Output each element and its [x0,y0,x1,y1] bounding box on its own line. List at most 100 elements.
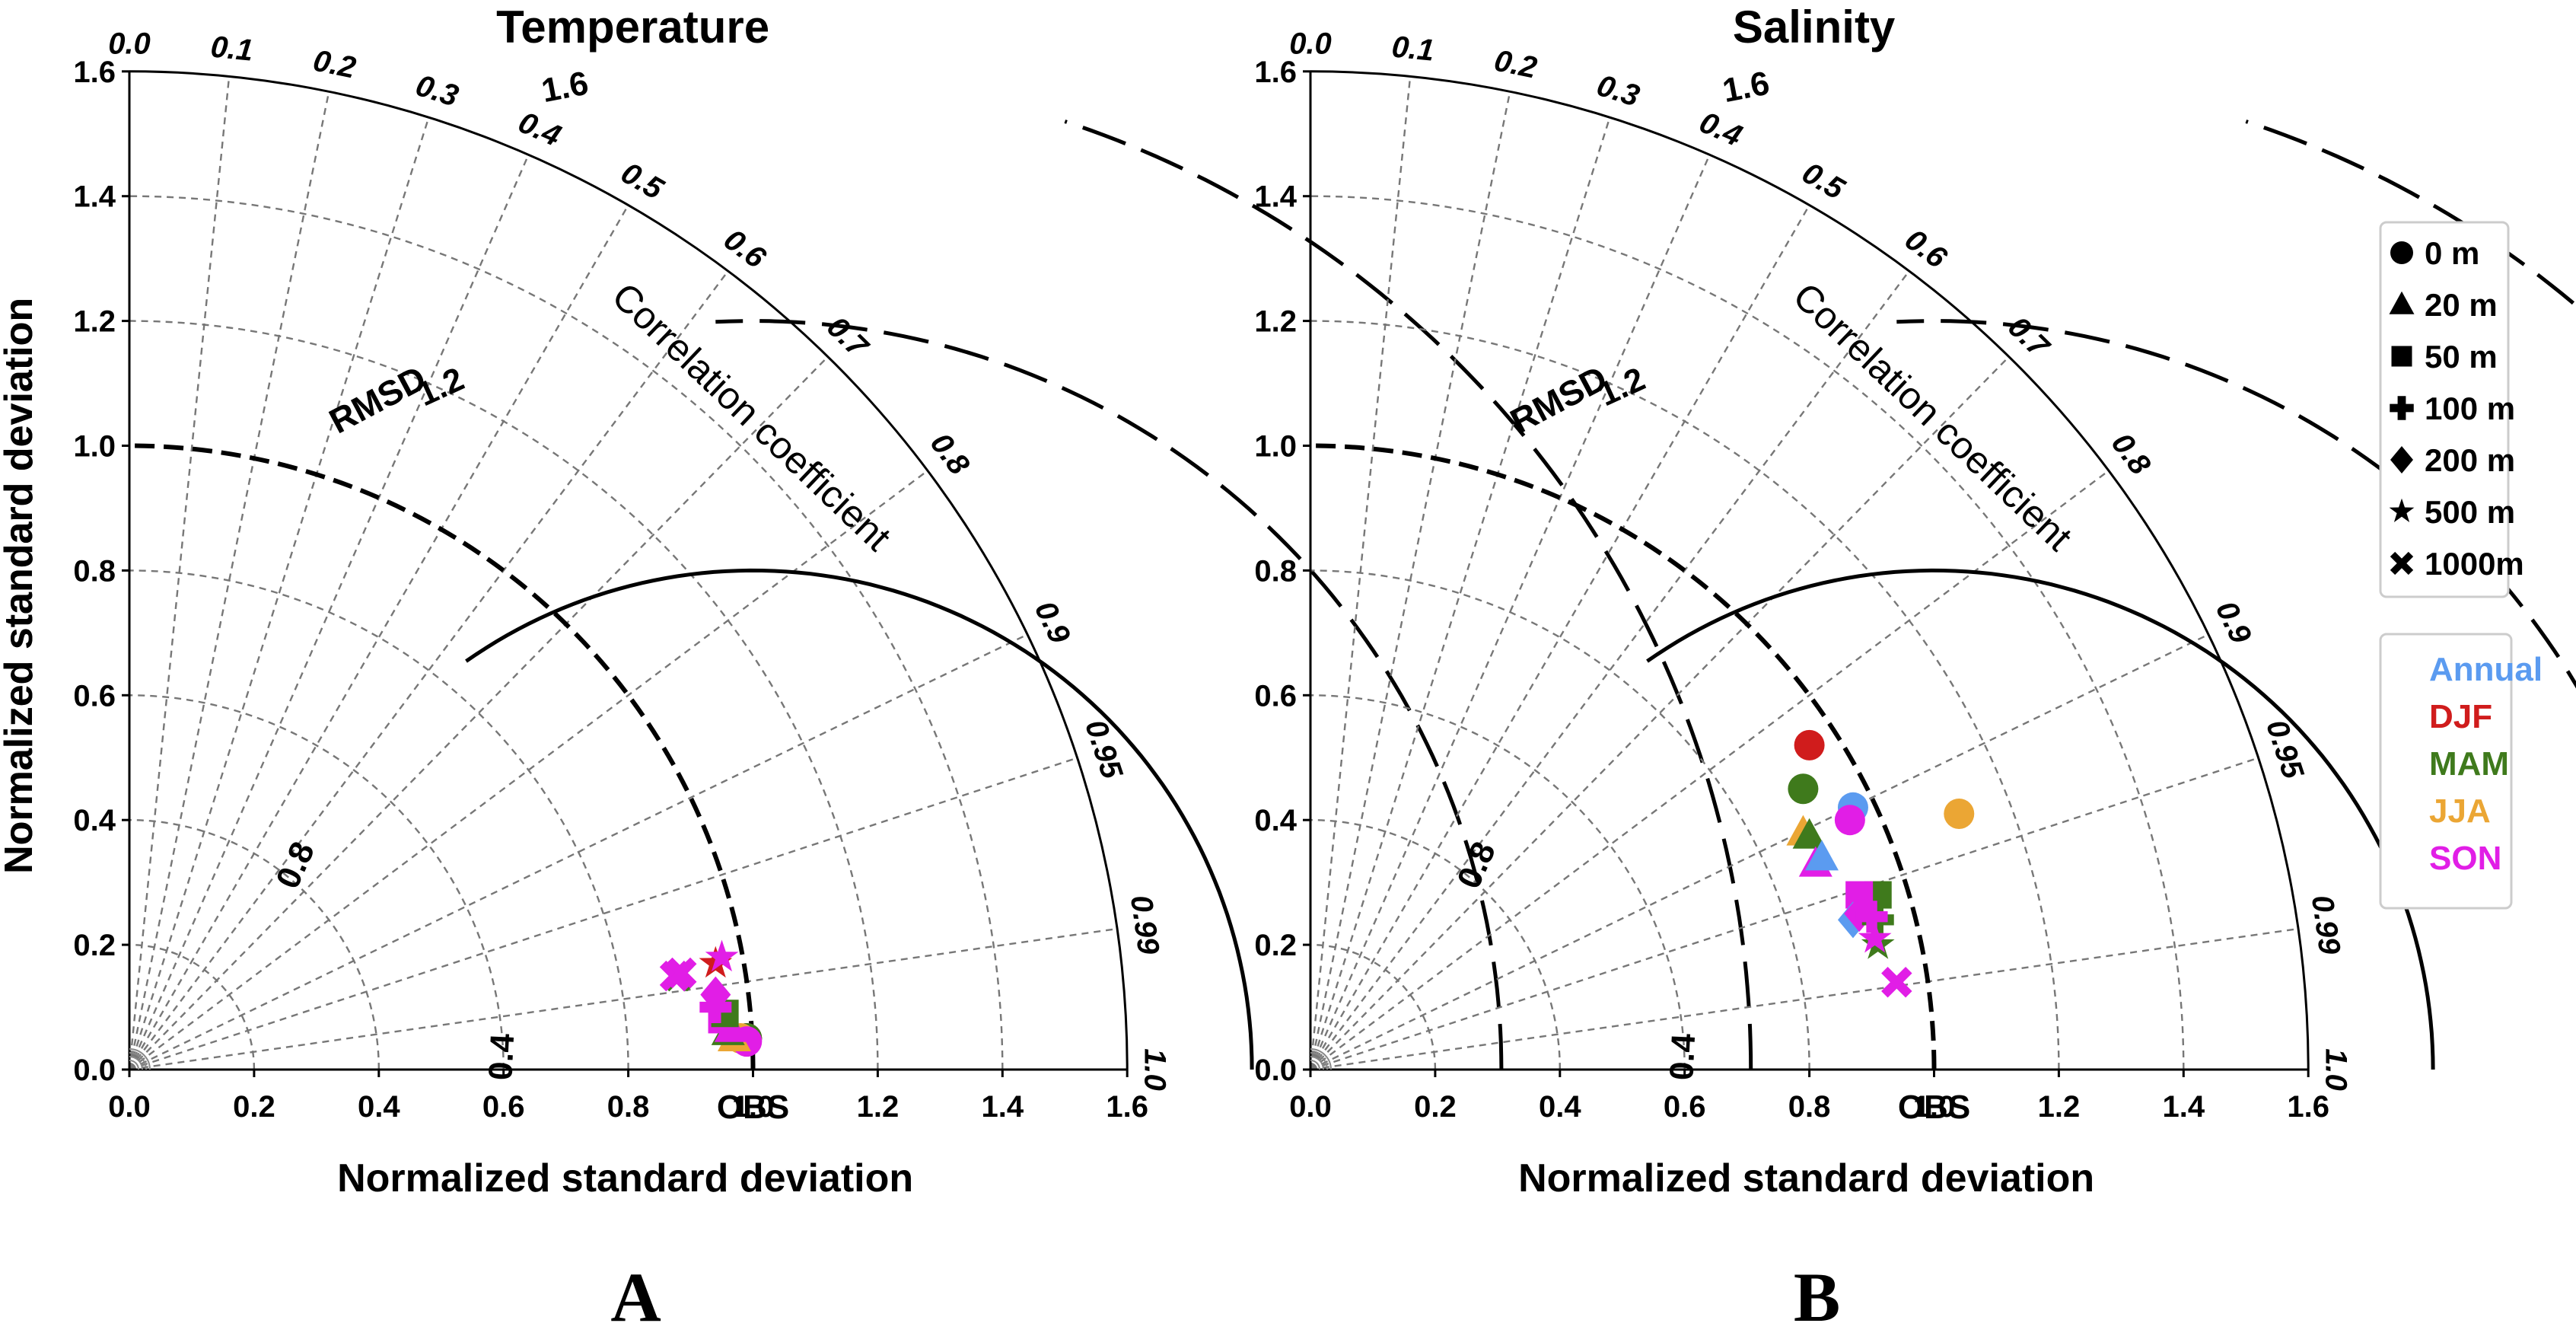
data-point [1792,818,1826,849]
x-tick-label: 0.6 [482,1090,525,1124]
corr-grid-ray [128,154,530,1070]
y-axis-label: Normalized standard deviation [0,298,41,874]
corr-tick-label: 1.0 [1138,1048,1172,1091]
y-tick-label: 0.4 [1254,804,1297,837]
y-tick-label: 1.0 [1254,430,1297,464]
legend-marker-label: 200 m [2425,442,2515,478]
data-point [1788,773,1819,805]
x-tick-label: 0.8 [607,1090,650,1124]
corr-tick-label: 0.0 [108,27,151,60]
corr-tick-label: 0.99 [1124,893,1166,957]
std-grid-arc [129,819,380,1070]
x-tick-label: 1.0 [732,1090,775,1124]
rmsd-label: 1.6 [1720,65,1772,110]
origin-ring [129,1048,151,1070]
corr-grid-ray [129,633,1028,1071]
y-tick-label: 1.6 [73,56,116,89]
legend-marker-label: 20 m [2425,287,2498,323]
origin-ring [1310,1056,1324,1070]
y-tick-label: 1.4 [73,180,116,214]
std-grid-arc [129,320,879,1070]
reference-std-arc [1310,443,1937,1070]
y-tick-label: 0.8 [73,554,116,588]
legend-marker-label: 1000m [2425,546,2524,582]
data-point [1855,901,1888,933]
corr-grid-ray [1310,356,2010,1070]
std-grid-arc [129,195,1004,1070]
corr-tick-label: 0.2 [310,43,358,84]
legend-markers: 0 m 20 m 50 m 100 m 200 m 500 m 1000m [2389,235,2524,582]
y-tick-label: 1.2 [73,305,116,339]
corr-tick-label: 1.0 [2320,1048,2353,1091]
legend-marker-symbol [2391,346,2412,367]
x-tick-label: 1.6 [2287,1090,2329,1124]
rmsd-arc [465,568,1254,1070]
legend-marker-symbol [2389,498,2415,522]
origin-ring [1310,1060,1320,1070]
obs-label: OBS [717,1089,789,1126]
data-point [1944,799,1975,830]
panel-title: Salinity [1733,2,1896,53]
y-tick-label: 0.4 [73,804,116,837]
x-tick-label: 0.0 [108,1090,151,1124]
legend-marker-symbol [2390,446,2413,473]
reference-std-arc [129,443,756,1070]
x-tick-label: 0.6 [1664,1090,1706,1124]
corr-tick-label: 0.99 [2305,893,2347,957]
y-tick-label: 1.6 [1254,56,1297,89]
legend-season-label: DJF [2429,698,2492,735]
outer-arc [1310,70,2310,1070]
corr-tick-label: 0.1 [1390,30,1436,67]
legend-seasons: Annual DJF MAM JJA SON [2429,651,2543,877]
data-point [1804,840,1839,871]
x-axis-label: Normalized standard deviation [337,1156,913,1200]
corr-grid-ray [1309,91,1511,1070]
data-point [700,976,731,1013]
legend-marker-symbol [2390,551,2414,576]
legend-marker-symbol [2389,291,2415,314]
data-point [666,957,697,989]
legend-marker-symbol [2390,241,2413,264]
legend-marker-label: 0 m [2425,235,2479,271]
panel-letter: B [1794,1258,1840,1336]
corr-grid-ray [128,116,430,1070]
y-tick-label: 0.0 [73,1054,116,1087]
legend-marker-label: 100 m [2425,391,2515,426]
legend-marker-symbol [2390,396,2414,420]
y-tick-label: 0.2 [73,929,116,962]
corr-grid-ray [1310,927,2299,1071]
data-points [659,939,763,1057]
corr-grid-ray [1310,270,1910,1070]
data-point [1881,967,1912,998]
corr-grid-ray [1310,633,2209,1071]
origin-ring [129,1060,139,1070]
std-grid-arc [129,569,629,1070]
corr-grid-ray [129,927,1118,1071]
data-point [1834,805,1865,836]
std-grid-arc [1310,694,1686,1070]
corr-tick-label: 0.1 [209,30,255,67]
x-tick-label: 1.2 [857,1090,900,1124]
corr-grid-ray [1309,76,1412,1070]
x-tick-label: 0.4 [358,1090,400,1124]
y-tick-label: 0.6 [73,679,116,713]
x-tick-label: 1.4 [981,1090,1024,1124]
rmsd-label: 0.4 [1663,1032,1702,1081]
y-axis-label: Normalized standard deviation [0,298,41,874]
panel-letter: A [610,1258,661,1336]
obs-label: OBS [1898,1089,1970,1126]
x-tick-label: 0.4 [1539,1090,1581,1124]
std-grid-arc [1310,943,1437,1070]
corr-tick-label: 0.2 [1492,43,1540,84]
x-tick-label: 1.6 [1106,1090,1148,1124]
legend-season-label: SON [2429,840,2501,877]
x-axis-label: Normalized standard deviation [1518,1156,2094,1200]
y-tick-label: 0.8 [1254,554,1297,588]
y-tick-label: 0.6 [1254,679,1297,713]
corr-grid-ray [129,356,829,1070]
rmsd-label: 0.4 [482,1032,521,1081]
corr-tick-label: 0.0 [1289,27,1332,60]
legend-marker-label: 50 m [2425,339,2498,375]
data-point [705,939,739,972]
